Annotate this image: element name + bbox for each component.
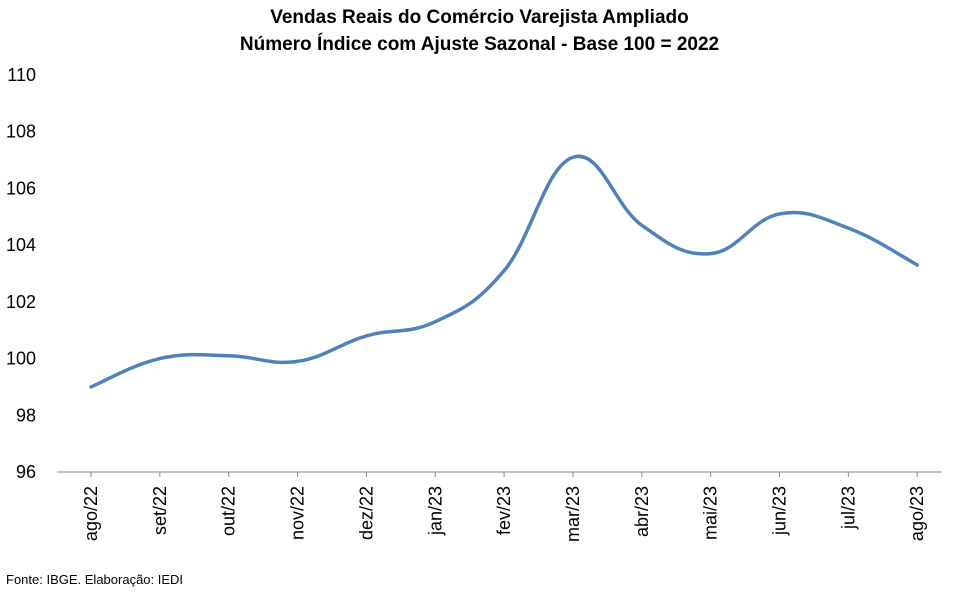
x-tick-label: out/22	[219, 486, 239, 536]
x-tick-label: dez/22	[356, 486, 376, 540]
x-tick-label: abr/23	[632, 486, 652, 537]
y-tick-label: 110	[7, 65, 36, 85]
x-tick-label: ago/23	[907, 486, 927, 541]
y-tick-label: 104	[6, 235, 36, 255]
y-tick-label: 108	[6, 122, 36, 142]
y-tick-label: 106	[6, 178, 36, 198]
chart-subtitle: Número Índice com Ajuste Sazonal - Base …	[239, 34, 720, 55]
chart-title: Vendas Reais do Comércio Varejista Ampli…	[0, 4, 959, 58]
x-tick-label: nov/22	[288, 486, 308, 540]
y-tick-label: 100	[6, 349, 36, 369]
series-line	[89, 154, 919, 389]
x-tick-label: mai/23	[701, 486, 721, 540]
y-tick-label: 102	[6, 292, 36, 312]
x-tick-label: mar/23	[563, 486, 583, 542]
x-tick-label: jan/23	[425, 486, 445, 536]
x-tick-label: jun/23	[770, 486, 790, 536]
x-tick-label: set/22	[150, 486, 170, 535]
source-note: Fonte: IBGE. Elaboração: IEDI	[6, 572, 184, 587]
x-tick-label: jul/23	[838, 486, 858, 530]
chart-title-line1: Vendas Reais do Comércio Varejista Ampli…	[270, 7, 689, 28]
y-tick-label: 98	[16, 405, 36, 425]
y-tick-label: 96	[16, 462, 36, 482]
x-tick-label: ago/22	[81, 486, 101, 541]
x-tick-label: fev/23	[494, 486, 514, 535]
